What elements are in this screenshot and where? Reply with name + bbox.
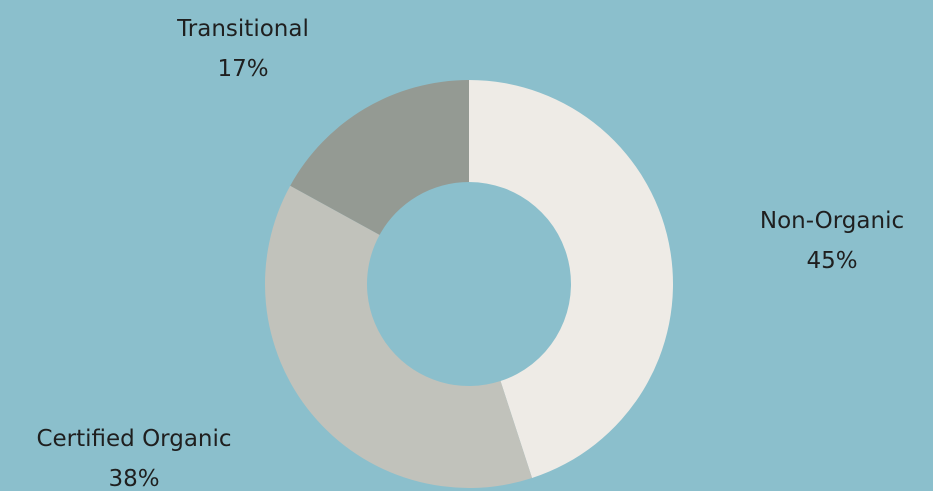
slice-label-certified-organic: Certified Organic [36, 426, 231, 452]
chart-labels: Non-Organic 45% Certified Organic 38% Transi… [36, 16, 904, 491]
slice-non-organic [469, 80, 674, 479]
slice-value-certified-organic: 38% [108, 466, 159, 491]
chart-slices [264, 79, 674, 489]
slice-label-transitional: Transitional [176, 16, 309, 42]
slice-value-transitional: 17% [217, 56, 268, 82]
slice-value-non-organic: 45% [806, 248, 857, 274]
slice-label-non-organic: Non-Organic [760, 208, 904, 234]
slice-transitional [290, 79, 469, 235]
slice-certified-organic [264, 185, 533, 489]
